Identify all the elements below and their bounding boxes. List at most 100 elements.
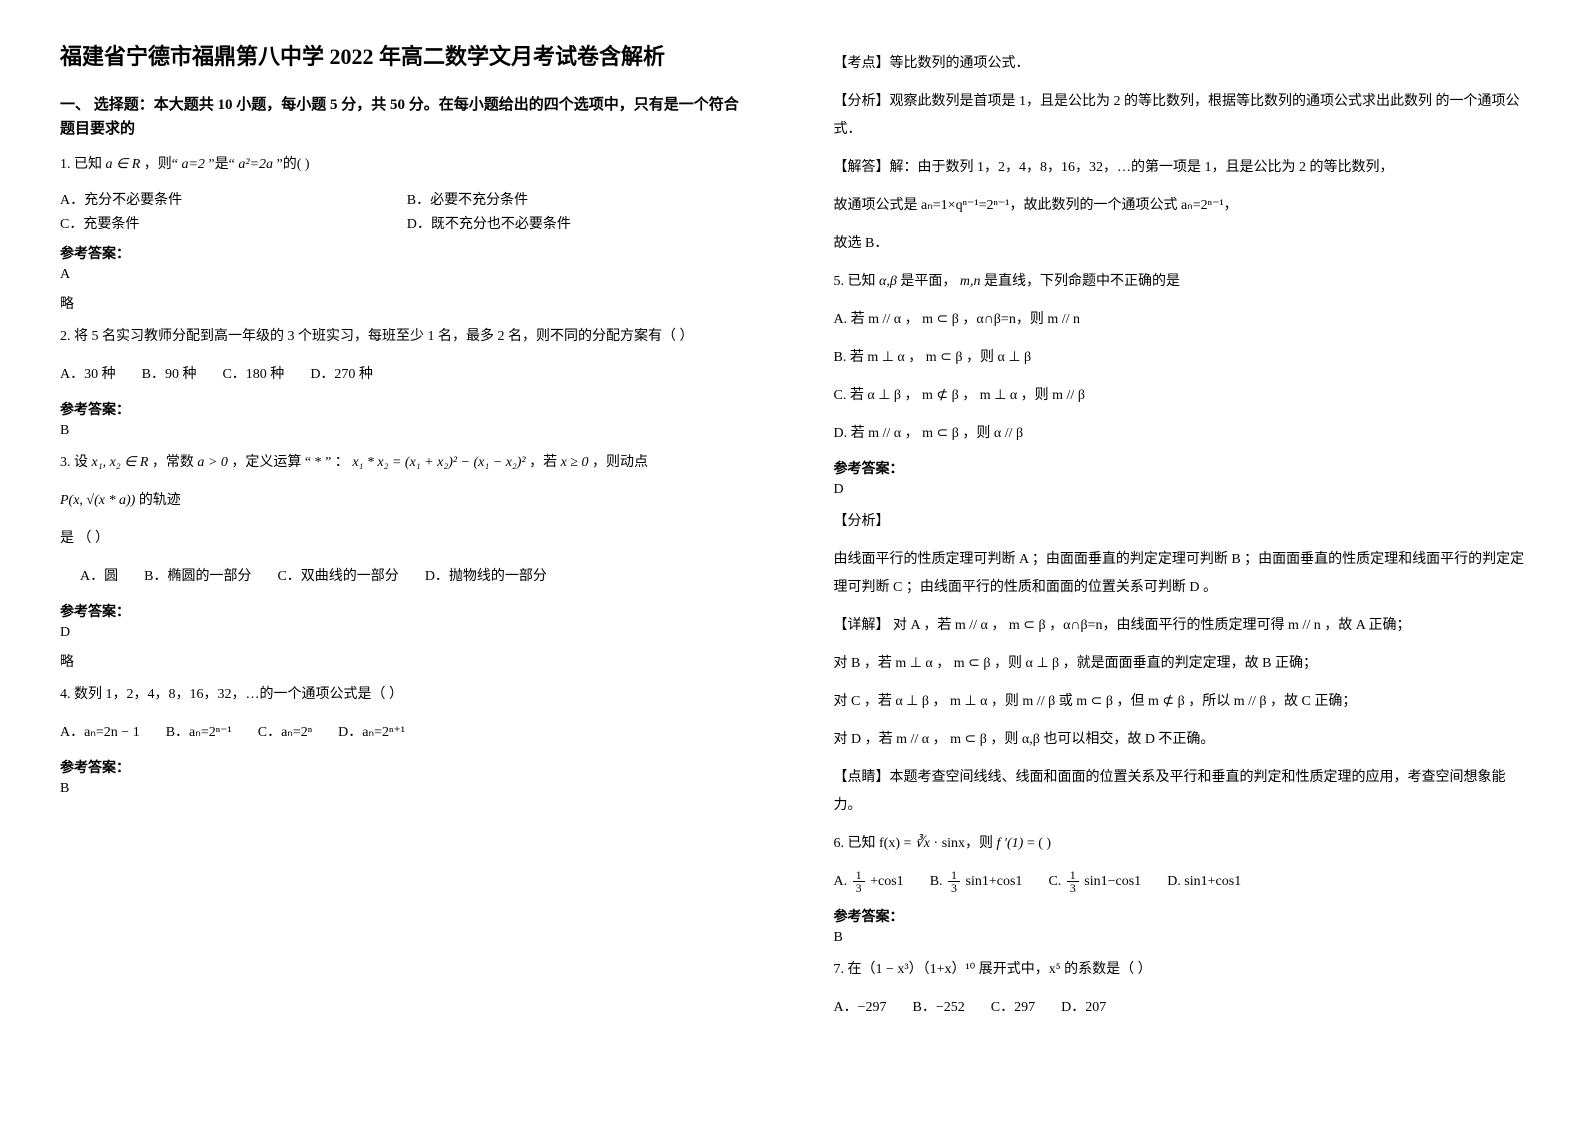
q6-a-post: +cos1 — [870, 874, 904, 889]
q3-opt-a: A．圆 — [80, 563, 118, 591]
q6-opt-b: B. 13 sin1+cos1 — [930, 868, 1023, 896]
q3-opt-c: C．双曲线的一部分 — [277, 563, 398, 591]
q6-t1: 6. 已知 f(x) = — [834, 836, 915, 851]
q4-opt-a: A．aₙ=2n − 1 — [60, 719, 140, 747]
q7-opt-d: D．207 — [1061, 994, 1106, 1022]
q1-m3: a²=2a — [238, 157, 273, 172]
q5-t1: 5. 已知 — [834, 274, 876, 289]
q3-m2: a > 0 — [197, 455, 231, 470]
q6-b-pre: B. — [930, 874, 946, 889]
q1-row2: C．充要条件 D．既不充分也不必要条件 — [60, 213, 754, 233]
q2-opt-d: D．270 种 — [310, 361, 373, 389]
q1-opt-c: C．充要条件 — [60, 213, 407, 233]
q3-ans: D — [60, 625, 754, 641]
q2-ans: B — [60, 423, 754, 439]
q5-xj-h: 【详解】 — [834, 618, 890, 633]
q6-stem: 6. 已知 f(x) = ∛x · sinx，则 f ′(1) = ( ) — [834, 830, 1528, 858]
q5-xj-d: 对 D ，若 m // α ， m ⊂ β ，则 α,β 也可以相交，故 D 不… — [834, 726, 1528, 754]
q5-stem: 5. 已知 α,β 是平面， m,n 是直线，下列命题中不正确的是 — [834, 268, 1528, 296]
doc-title: 福建省宁德市福鼎第八中学 2022 年高二数学文月考试卷含解析 — [60, 40, 754, 73]
q5-t3: 是直线，下列命题中不正确的是 — [984, 274, 1180, 289]
q1-ans: A — [60, 267, 754, 283]
q2-opt-b: B．90 种 — [142, 361, 197, 389]
q4-solve1: 【解答】解：由于数列 1，2，4，8，16，32，…的第一项是 1，且是公比为 … — [834, 154, 1528, 182]
q3-line2: P(x, √(x * a)) 的轨迹 — [60, 487, 754, 515]
q4-ans-label: 参考答案： — [60, 757, 754, 777]
q3-t2: ，常数 — [152, 455, 194, 470]
q4-opt-b: B．aₙ=2ⁿ⁻¹ — [166, 719, 232, 747]
q7-opt-c: C．297 — [991, 994, 1035, 1022]
q3-t3: ，定义运算 “ * ” ： — [231, 455, 348, 470]
q1-row1: A．充分不必要条件 B．必要不充分条件 — [60, 189, 754, 209]
q6-c-post: sin1−cos1 — [1084, 874, 1141, 889]
q4-solve2: 故通项公式是 aₙ=1×qⁿ⁻¹=2ⁿ⁻¹，故此数列的一个通项公式 aₙ=2ⁿ⁻… — [834, 192, 1528, 220]
q3-m3: x₁ * x₂ = (x₁ + x₂)² − (x₁ − x₂)² — [352, 455, 525, 470]
q1-m2: a=2 — [181, 157, 204, 172]
section-1-head: 一、 选择题：本大题共 10 小题，每小题 5 分，共 50 分。在每小题给出的… — [60, 93, 754, 141]
q6-b-post: sin1+cos1 — [966, 874, 1023, 889]
q3-t1: 3. 设 — [60, 455, 88, 470]
q3-opts: A．圆 B．椭圆的一部分 C．双曲线的一部分 D．抛物线的一部分 — [80, 563, 754, 591]
right-column: 【考点】等比数列的通项公式． 【分析】观察此数列是首项是 1，且是公比为 2 的… — [834, 40, 1528, 1028]
q5-opt-a: A. 若 m // α ， m ⊂ β ，α∩β=n，则 m // n — [834, 306, 1528, 334]
q3-m4: x ≥ 0 — [561, 455, 589, 470]
q5-m1: α,β — [879, 274, 897, 289]
q5-dj: 【点睛】本题考查空间线线、线面和面面的位置关系及平行和垂直的判定和性质定理的应用… — [834, 764, 1528, 820]
q1-t4: ”的( ) — [277, 157, 310, 172]
q5-fx-h: 【分析】 — [834, 508, 1528, 536]
q1-opt-a: A．充分不必要条件 — [60, 189, 407, 209]
q6-t3: = ( ) — [1027, 836, 1051, 851]
q3-t6: 的轨迹 — [139, 493, 181, 508]
q1-stem: 1. 已知 a ∈ R ，则“ a=2 ”是“ a²=2a ”的( ) — [60, 151, 754, 179]
q5-opt-d: D. 若 m // α ， m ⊂ β ，则 α // β — [834, 420, 1528, 448]
q3-line1: 3. 设 x₁, x₂ ∈ R ，常数 a > 0 ，定义运算 “ * ” ： … — [60, 449, 754, 477]
q5-ans: D — [834, 482, 1528, 498]
q1-m1: a ∈ R — [106, 157, 141, 172]
q4-opt-c: C．aₙ=2ⁿ — [258, 719, 312, 747]
q1-note: 略 — [60, 293, 754, 313]
q7-stem: 7. 在（1 − x³）（1+x）¹⁰ 展开式中，x⁵ 的系数是（ ） — [834, 956, 1528, 984]
q3-t4: ，若 — [529, 455, 557, 470]
q2-ans-label: 参考答案： — [60, 399, 754, 419]
q2-stem: 2. 将 5 名实习教师分配到高一年级的 3 个班实习，每班至少 1 名，最多 … — [60, 323, 754, 351]
q5-ans-label: 参考答案： — [834, 458, 1528, 478]
q1-opt-b: B．必要不充分条件 — [407, 189, 754, 209]
q6-m1: ∛x — [915, 836, 930, 851]
q5-xj-c: 对 C ，若 α ⊥ β ， m ⊥ α ，则 m // β 或 m ⊂ β ，… — [834, 688, 1528, 716]
q7-opt-b: B．−252 — [913, 994, 965, 1022]
q7-opt-a: A．−297 — [834, 994, 887, 1022]
q4-ans: B — [60, 781, 754, 797]
q1-t1: 1. 已知 — [60, 157, 102, 172]
q6-b-frac: 13 — [948, 869, 960, 895]
q6-opt-a: A. 13 +cos1 — [834, 868, 904, 896]
q4-stem: 4. 数列 1，2，4，8，16，32，…的一个通项公式是（ ） — [60, 681, 754, 709]
q5-xj-a-text: 对 A ，若 m // α ， m ⊂ β ，α∩β=n，由线面平行的性质定理可… — [893, 618, 1411, 633]
q5-xj-a: 【详解】 对 A ，若 m // α ， m ⊂ β ，α∩β=n，由线面平行的… — [834, 612, 1528, 640]
q6-c-pre: C. — [1048, 874, 1064, 889]
q6-opt-c: C. 13 sin1−cos1 — [1048, 868, 1141, 896]
q1-opt-d: D．既不充分也不必要条件 — [407, 213, 754, 233]
q4-opt-d: D．aₙ=2ⁿ⁺¹ — [338, 719, 405, 747]
q4-opts: A．aₙ=2n − 1 B．aₙ=2ⁿ⁻¹ C．aₙ=2ⁿ D．aₙ=2ⁿ⁺¹ — [60, 719, 754, 747]
q3-t5: ，则动点 — [592, 455, 648, 470]
q6-opts: A. 13 +cos1 B. 13 sin1+cos1 C. 13 sin1−c… — [834, 868, 1528, 896]
q1-t2: ，则“ — [144, 157, 178, 172]
q1-t3: ”是“ — [208, 157, 234, 172]
q6-a-frac: 13 — [853, 869, 865, 895]
left-column: 福建省宁德市福鼎第八中学 2022 年高二数学文月考试卷含解析 一、 选择题：本… — [60, 40, 754, 1028]
q6-a-pre: A. — [834, 874, 851, 889]
q4-point: 【考点】等比数列的通项公式． — [834, 50, 1528, 78]
q5-t2: 是平面， — [900, 274, 956, 289]
q2-opts: A．30 种 B．90 种 C．180 种 D．270 种 — [60, 361, 754, 389]
q5-fx: 由线面平行的性质定理可判断 A ；由面面垂直的判定定理可判断 B ；由面面垂直的… — [834, 546, 1528, 602]
q3-note: 略 — [60, 651, 754, 671]
q5-m2: m,n — [960, 274, 981, 289]
q7-opts: A．−297 B．−252 C．297 D．207 — [834, 994, 1528, 1022]
q3-m1: x₁, x₂ ∈ R — [92, 455, 149, 470]
q6-t2: · sinx，则 — [934, 836, 994, 851]
q6-m2: f ′(1) — [997, 836, 1024, 851]
q4-analysis: 【分析】观察此数列是首项是 1，且是公比为 2 的等比数列，根据等比数列的通项公… — [834, 88, 1528, 144]
q5-xj-b: 对 B ，若 m ⊥ α ， m ⊂ β ，则 α ⊥ β ，就是面面垂直的判定… — [834, 650, 1528, 678]
q3-m5: P(x, √(x * a)) — [60, 493, 135, 508]
q5-opt-b: B. 若 m ⊥ α ， m ⊂ β ，则 α ⊥ β — [834, 344, 1528, 372]
